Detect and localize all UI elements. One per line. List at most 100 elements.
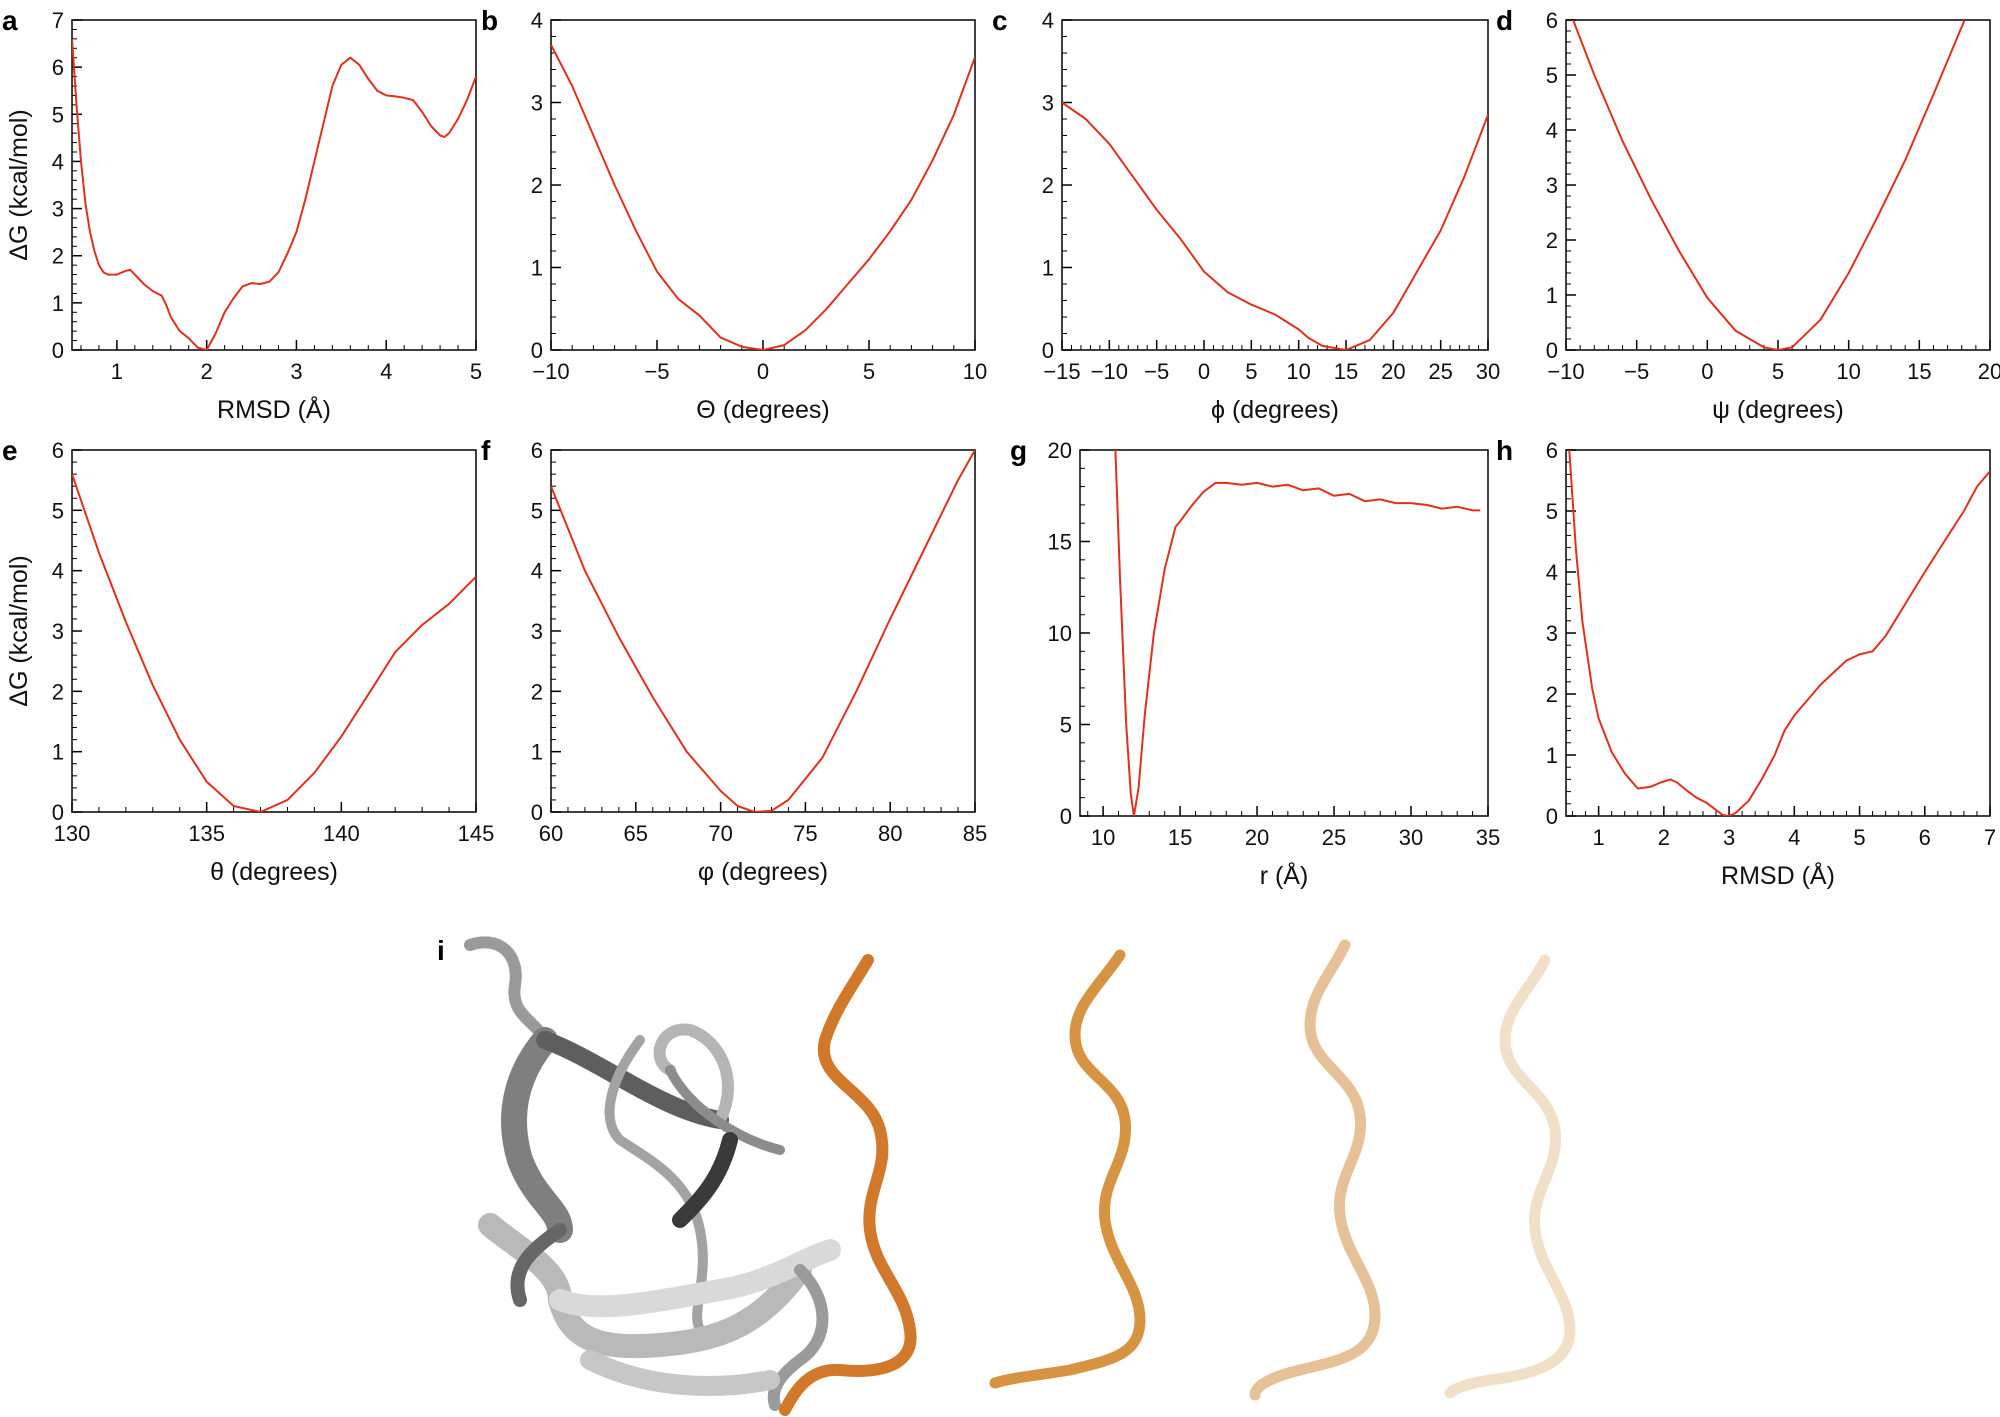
x-tick-label: −5: [1624, 359, 1649, 384]
panel-label-d: d: [1496, 5, 1513, 36]
x-tick-label: 20: [1245, 825, 1269, 850]
y-tick-label: 5: [1546, 63, 1558, 88]
x-tick-label: −10: [1091, 359, 1128, 384]
y-tick-label: 4: [1042, 8, 1054, 33]
x-tick-label: 65: [624, 821, 648, 846]
x-tick-label: 4: [1788, 825, 1800, 850]
y-tick-label: 0: [1042, 338, 1054, 363]
x-tick-label: 80: [878, 821, 902, 846]
y-tick-label: 3: [52, 197, 64, 222]
x-tick-label: 15: [1334, 359, 1358, 384]
peptide-bound: [779, 954, 917, 1416]
y-tick-label: 2: [52, 244, 64, 269]
y-tick-label: 4: [52, 149, 64, 174]
free-energy-curve: [1114, 450, 1481, 816]
panel-e: e 130 135 140 145 0 1 2 3 4 5 6 θ (degrees) ΔG (kcal/…: [2, 435, 494, 886]
x-tick-label: 25: [1428, 359, 1452, 384]
panel-label-h: h: [1496, 435, 1513, 466]
x-tick-label: 2: [1658, 825, 1670, 850]
x-tick-label: 10: [1091, 825, 1115, 850]
x-tick-label: 0: [757, 359, 769, 384]
free-energy-curve: [72, 38, 476, 350]
free-energy-curve: [72, 473, 476, 812]
x-tick-label: 135: [188, 821, 225, 846]
y-tick-label: 3: [1546, 621, 1558, 646]
y-tick-label: 1: [1546, 283, 1558, 308]
panel-label-g: g: [1010, 435, 1027, 466]
x-tick-label: 5: [1245, 359, 1257, 384]
y-tick-label: 6: [1546, 438, 1558, 463]
y-tick-label: 4: [1546, 118, 1558, 143]
y-tick-label: 20: [1048, 438, 1072, 463]
y-tick-label: 4: [1546, 560, 1558, 585]
x-tick-label: 1: [111, 359, 123, 384]
x-axis-label: ψ (degrees): [1712, 396, 1844, 424]
x-tick-label: 7: [1984, 825, 1996, 850]
x-tick-label: 5: [470, 359, 482, 384]
y-tick-label: 2: [531, 173, 543, 198]
x-tick-label: 15: [1907, 359, 1931, 384]
x-tick-label: −10: [1547, 359, 1584, 384]
x-tick-label: 60: [539, 821, 563, 846]
panel-i: i: [437, 935, 1576, 1416]
panel-c: c −15 −10 −5 0 5 10 15 20 25 30 0 1 2 3 4 ϕ (degrees): [992, 5, 1500, 424]
x-axis-label: ϕ (degrees): [1211, 396, 1339, 424]
free-energy-curve: [1062, 101, 1488, 350]
y-tick-label: 1: [52, 740, 64, 765]
x-tick-label: 0: [1198, 359, 1210, 384]
x-tick-label: 5: [1772, 359, 1784, 384]
plot-frame: [1565, 449, 1991, 817]
x-tick-label: 2: [201, 359, 213, 384]
y-tick-label: 1: [1546, 743, 1558, 768]
x-tick-label: 4: [380, 359, 392, 384]
y-tick-label: 0: [531, 800, 543, 825]
panel-label-f: f: [481, 435, 491, 466]
y-tick-label: 6: [1546, 8, 1558, 33]
y-tick-label: 1: [531, 256, 543, 281]
peptide-copy-2: [1249, 939, 1381, 1401]
x-tick-label: 35: [1476, 825, 1500, 850]
y-tick-label: 15: [1048, 530, 1072, 555]
y-tick-label: 3: [531, 619, 543, 644]
x-tick-label: 70: [708, 821, 732, 846]
plot-frame: [1565, 19, 1991, 351]
plot-frame: [71, 19, 477, 351]
y-axis-label: ΔG (kcal/mol): [5, 555, 33, 706]
peptide-copy-1: [989, 949, 1146, 1389]
y-tick-label: 4: [52, 559, 64, 584]
x-tick-label: 10: [1836, 359, 1860, 384]
x-axis-label: θ (degrees): [210, 858, 338, 886]
y-tick-label: 5: [531, 498, 543, 523]
x-tick-label: 5: [1853, 825, 1865, 850]
y-tick-label: 0: [52, 338, 64, 363]
x-tick-label: 30: [1399, 825, 1423, 850]
x-tick-label: 0: [1701, 359, 1713, 384]
plot-frame: [1061, 19, 1489, 351]
y-tick-label: 5: [52, 498, 64, 523]
y-tick-label: 2: [1546, 228, 1558, 253]
y-tick-label: 10: [1048, 621, 1072, 646]
panel-label-i: i: [437, 935, 445, 966]
panel-d: d −10 −5 0 5 10 15 20 0 1 2 3 4 5 6 ψ (degrees): [1496, 5, 2000, 424]
x-tick-label: 3: [290, 359, 302, 384]
panel-label-b: b: [481, 5, 498, 36]
y-tick-label: 0: [1546, 804, 1558, 829]
y-tick-label: 0: [1546, 338, 1558, 363]
y-tick-label: 1: [531, 740, 543, 765]
x-axis-label: RMSD (Å): [1721, 860, 1835, 890]
free-energy-curve: [1568, 450, 1990, 816]
y-tick-label: 5: [1546, 499, 1558, 524]
x-tick-label: 20: [1978, 359, 2000, 384]
y-tick-label: 4: [531, 559, 543, 584]
free-energy-curve: [551, 450, 975, 812]
panel-a: a 1 2 3 4 5 0 1 2 3 4 5 6 7 RMSD (Å) ΔG (kcal/mol): [2, 5, 482, 424]
y-tick-label: 7: [52, 8, 64, 33]
y-tick-label: 4: [531, 8, 543, 33]
panel-h: h 1 2 3 4 5 6 7 0 1 2 3 4 5 6 RMSD (Å): [1496, 435, 1996, 890]
x-tick-label: 1: [1592, 825, 1604, 850]
plot-frame: [550, 449, 976, 813]
y-tick-label: 6: [52, 55, 64, 80]
x-axis-label: Θ (degrees): [696, 396, 829, 424]
x-tick-label: −5: [644, 359, 669, 384]
